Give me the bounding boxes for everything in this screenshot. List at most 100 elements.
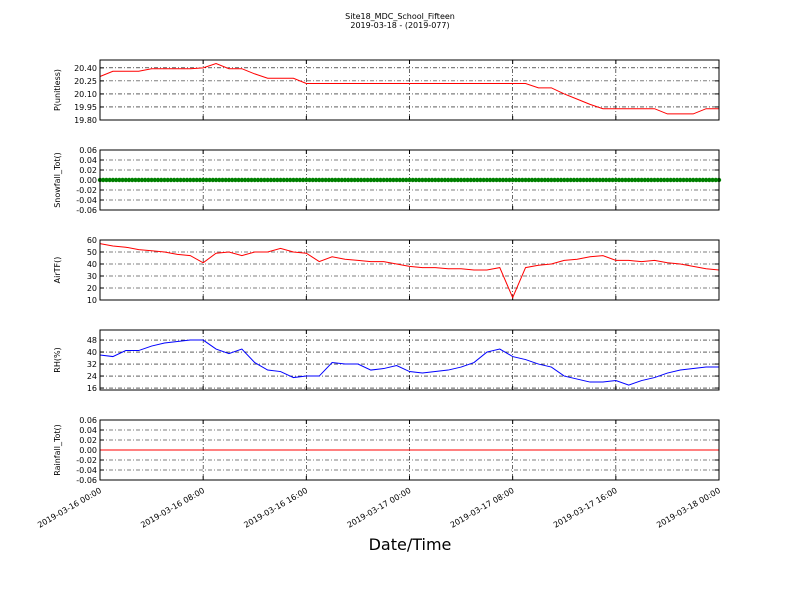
marker-fill — [423, 177, 428, 183]
y-tick-label: 48 — [87, 336, 97, 345]
chart-title: Site18_MDC_School_Fifteen — [345, 12, 455, 21]
data-point — [123, 177, 128, 183]
marker-fill — [410, 177, 415, 183]
data-point — [497, 177, 502, 183]
marker-fill — [320, 177, 325, 183]
y-tick-label: 19.95 — [74, 103, 97, 112]
marker-fill — [184, 177, 190, 183]
marker-fill — [133, 177, 138, 183]
y-tick-label: 10 — [87, 296, 97, 305]
marker-fill — [687, 177, 693, 183]
data-point — [110, 177, 116, 183]
marker-fill — [439, 177, 444, 183]
marker-fill — [271, 177, 277, 183]
marker-fill — [297, 177, 303, 183]
marker-fill — [171, 177, 177, 183]
marker-fill — [623, 177, 628, 183]
marker-fill — [462, 177, 467, 183]
y-tick-label: 0.02 — [79, 436, 97, 445]
y-tick-label: 0.04 — [79, 156, 97, 165]
marker-fill — [516, 177, 522, 183]
y-tick-label: -0.06 — [76, 476, 97, 485]
marker-fill — [178, 177, 183, 183]
data-point — [678, 177, 683, 183]
marker-fill — [558, 177, 564, 183]
y-tick-label: 19.80 — [74, 116, 97, 125]
marker-fill — [416, 177, 422, 183]
data-point — [703, 177, 709, 183]
marker-fill — [146, 177, 151, 183]
data-point — [613, 177, 619, 183]
marker-fill — [684, 177, 689, 183]
data-line — [99, 243, 720, 299]
marker-fill — [246, 177, 251, 183]
marker-fill — [529, 177, 535, 183]
marker-fill — [616, 177, 622, 183]
marker-fill — [207, 177, 212, 183]
data-point — [175, 177, 180, 183]
data-point — [471, 177, 477, 183]
y-axis-label: P(unitless) — [53, 69, 62, 111]
marker-fill — [697, 177, 702, 183]
y-tick-label: 20 — [87, 284, 97, 293]
y-tick-label: 20.40 — [74, 64, 97, 73]
marker-fill — [204, 177, 209, 183]
marker-fill — [397, 177, 403, 183]
marker-fill — [194, 177, 199, 183]
marker-fill — [533, 177, 538, 183]
data-point — [162, 177, 167, 183]
data-point — [407, 177, 412, 183]
data-point — [213, 177, 219, 183]
marker-fill — [326, 177, 332, 183]
marker-fill — [571, 177, 577, 183]
plot-frame — [99, 59, 720, 121]
data-point — [639, 177, 644, 183]
marker-fill — [387, 177, 393, 183]
y-axis-label: Rainfall_Tot() — [53, 424, 62, 476]
marker-fill — [620, 177, 625, 183]
marker-fill — [104, 177, 109, 183]
marker-fill — [262, 177, 267, 183]
marker-fill — [429, 177, 435, 183]
marker-fill — [465, 177, 470, 183]
data-point — [188, 177, 193, 183]
marker-fill — [504, 177, 509, 183]
data-point — [536, 177, 541, 183]
marker-fill — [229, 177, 235, 183]
marker-fill — [268, 177, 274, 183]
marker-fill — [545, 177, 551, 183]
marker-fill — [581, 177, 586, 183]
y-tick-label: 20.10 — [74, 90, 97, 99]
y-tick-label: 50 — [87, 248, 97, 257]
y-tick-label: 60 — [87, 236, 97, 245]
y-tick-label: 0.02 — [79, 166, 97, 175]
marker-fill — [513, 177, 519, 183]
marker-fill — [346, 177, 351, 183]
y-tick-label: 32 — [87, 360, 97, 369]
data-point — [265, 177, 270, 183]
marker-fill — [307, 177, 312, 183]
data-point — [433, 177, 438, 183]
marker-fill — [603, 177, 609, 183]
marker-fill — [168, 177, 174, 183]
marker-fill — [165, 177, 170, 183]
marker-fill — [475, 177, 480, 183]
marker-fill — [442, 177, 448, 183]
marker-fill — [281, 177, 286, 183]
marker-fill — [710, 177, 715, 183]
marker-fill — [487, 177, 493, 183]
data-point — [523, 177, 528, 183]
marker-fill — [294, 177, 299, 183]
data-point — [626, 177, 631, 183]
marker-fill — [371, 177, 377, 183]
data-point — [665, 177, 670, 183]
marker-fill — [155, 177, 161, 183]
data-point — [445, 177, 451, 183]
marker-fill — [217, 177, 222, 183]
marker-fill — [478, 177, 483, 183]
y-tick-label: -0.04 — [76, 466, 97, 475]
data-point — [510, 177, 515, 183]
data-point — [317, 177, 322, 183]
marker-fill — [181, 177, 187, 183]
